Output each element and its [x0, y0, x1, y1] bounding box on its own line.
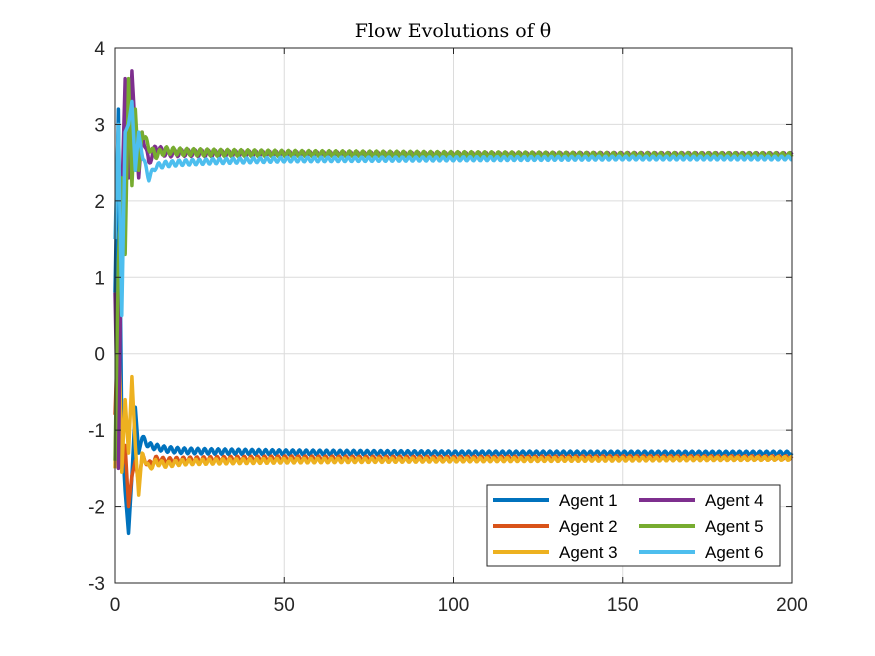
y-tick-label: 2 — [94, 192, 105, 213]
legend-label-6: Agent 6 — [705, 543, 764, 562]
legend-label-5: Agent 5 — [705, 517, 764, 536]
legend: Agent 1 Agent 2 Agent 3 Agent 4 Agent 5 Agent… — [486, 484, 781, 567]
x-tick-label: 0 — [110, 595, 121, 616]
legend-label-4: Agent 4 — [705, 491, 764, 510]
series-line-3 — [113, 298, 793, 497]
x-tick-label: 200 — [776, 595, 808, 616]
y-tick-label: 0 — [94, 345, 105, 366]
y-tick-label: -1 — [88, 421, 105, 442]
x-tick-label: 100 — [438, 595, 470, 616]
legend-label-1: Agent 1 — [559, 491, 618, 510]
series-layer — [113, 69, 794, 536]
series-line-6 — [113, 99, 793, 318]
x-tick-label: 150 — [607, 595, 639, 616]
x-tick-label: 50 — [274, 595, 295, 616]
y-tick-label: 3 — [94, 115, 105, 136]
series-line-1 — [113, 107, 794, 536]
axes: 0 50 100 150 200 -3 -2 -1 0 1 2 3 4 — [88, 39, 808, 616]
y-tick-label: 4 — [94, 39, 105, 60]
y-tick-label: -2 — [88, 498, 105, 519]
chart-title: Flow Evolutions of θ — [355, 20, 552, 42]
grid — [114, 47, 793, 584]
legend-label-2: Agent 2 — [559, 517, 618, 536]
y-tick-label: -3 — [88, 574, 105, 595]
y-tick-label: 1 — [94, 268, 105, 289]
legend-label-3: Agent 3 — [559, 543, 618, 562]
